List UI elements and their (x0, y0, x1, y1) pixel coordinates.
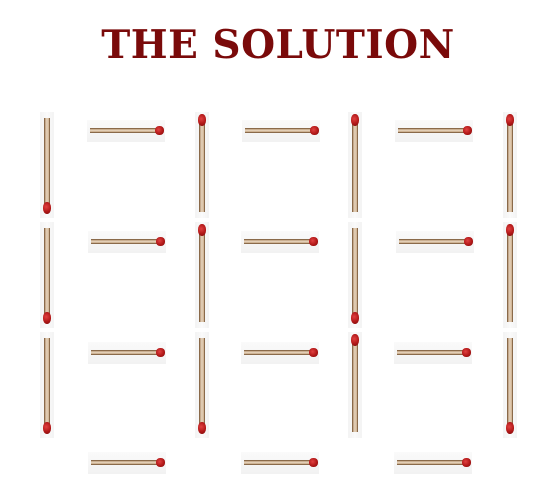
match-stick (91, 239, 161, 244)
match-head (198, 224, 206, 236)
match-head (43, 422, 51, 434)
match-stick (399, 239, 469, 244)
matchstick-horizontal (396, 231, 474, 253)
match-head (310, 126, 319, 135)
match-stick (199, 338, 205, 432)
match-head (156, 348, 165, 357)
match-stick (244, 239, 314, 244)
matchstick-horizontal (241, 342, 319, 364)
match-head (309, 237, 318, 246)
matchstick-horizontal (394, 342, 472, 364)
match-stick (507, 228, 513, 322)
match-head (462, 458, 471, 467)
match-stick (398, 128, 468, 133)
match-head (156, 458, 165, 467)
match-head (351, 114, 359, 126)
matchstick-vertical (348, 112, 362, 218)
match-head (43, 202, 51, 214)
matchstick-horizontal (241, 452, 319, 474)
match-stick (352, 118, 358, 212)
match-head (506, 114, 514, 126)
matchstick-vertical (195, 222, 209, 328)
match-head (309, 348, 318, 357)
match-stick (397, 350, 467, 355)
matchstick-horizontal (88, 342, 166, 364)
match-stick (44, 118, 50, 212)
matchstick-vertical (40, 222, 54, 328)
match-stick (507, 118, 513, 212)
matchstick-vertical (195, 112, 209, 218)
match-head (506, 422, 514, 434)
matchstick-vertical (195, 332, 209, 438)
matchstick-horizontal (241, 231, 319, 253)
match-head (198, 114, 206, 126)
match-head (156, 237, 165, 246)
match-head (506, 224, 514, 236)
matchstick-vertical (503, 332, 517, 438)
match-head (351, 312, 359, 324)
match-stick (245, 128, 315, 133)
matchstick-horizontal (395, 120, 473, 142)
match-stick (91, 350, 161, 355)
matchstick-horizontal (88, 452, 166, 474)
matchstick-horizontal (242, 120, 320, 142)
match-stick (44, 338, 50, 432)
match-stick (244, 350, 314, 355)
match-stick (91, 460, 161, 465)
match-head (351, 334, 359, 346)
matchstick-vertical (503, 222, 517, 328)
match-stick (44, 228, 50, 322)
matchstick-horizontal (87, 120, 165, 142)
matchstick-vertical (348, 332, 362, 438)
matchstick-vertical (503, 112, 517, 218)
match-stick (507, 338, 513, 432)
matchstick-vertical (40, 332, 54, 438)
matchstick-horizontal (88, 231, 166, 253)
match-stick (397, 460, 467, 465)
match-stick (199, 228, 205, 322)
match-head (463, 126, 472, 135)
match-head (155, 126, 164, 135)
match-stick (244, 460, 314, 465)
match-head (309, 458, 318, 467)
matchstick-horizontal (394, 452, 472, 474)
page-title: THE SOLUTION (101, 22, 455, 68)
match-stick (352, 338, 358, 432)
match-stick (90, 128, 160, 133)
match-head (462, 348, 471, 357)
match-stick (199, 118, 205, 212)
match-head (198, 422, 206, 434)
match-head (43, 312, 51, 324)
match-head (464, 237, 473, 246)
matchstick-vertical (40, 112, 54, 218)
matchstick-vertical (348, 222, 362, 328)
match-stick (352, 228, 358, 322)
